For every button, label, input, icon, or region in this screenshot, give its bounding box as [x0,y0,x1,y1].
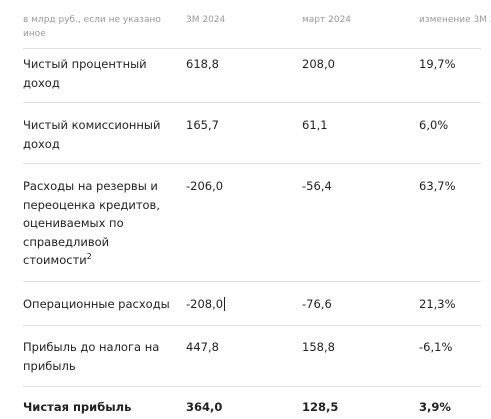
text-cursor [224,297,226,311]
header-3m-2024: 3М 2024 [186,15,226,25]
row-value-march: 158,8 [302,340,335,354]
footnote-marker: 2 [86,252,92,262]
row-value-change: -6,1% [419,340,453,354]
row-value-text: -208,0 [186,297,224,311]
row-value-march: 208,0 [302,57,335,71]
row-value-march: 61,1 [302,118,328,132]
header-label-column: в млрд руб., если не указано иное [23,15,161,39]
row-value-march: 128,5 [302,400,339,414]
row-value-change: 21,3% [419,297,456,311]
row-label-operating-expenses: Операционные расходы [23,297,170,311]
row-divider [23,281,481,282]
row-value-change: 63,7% [419,179,456,193]
header-change: изменение 3М 2024/3М 2023 [419,15,491,25]
row-divider [23,163,481,164]
row-value-change: 3,9% [419,400,451,414]
row-divider [23,48,481,49]
row-value-change: 6,0% [419,118,449,132]
row-label-net-fee-income: Чистый комиссионный доход [23,118,161,151]
row-value-3m: -208,0 [186,295,226,314]
row-value-march: -76,6 [302,297,332,311]
row-label-provisions: Расходы на резервы и переоценка кредитов… [23,177,168,270]
row-value-3m: 165,7 [186,118,219,132]
row-label-text: Расходы на резервы и переоценка кредитов… [23,179,160,267]
row-value-3m: 364,0 [186,400,223,414]
row-label-profit-before-tax: Прибыль до налога на прибыль [23,340,160,373]
row-label-net-profit: Чистая прибыль [23,400,132,414]
header-march-2024: март 2024 [302,15,352,25]
row-value-change: 19,7% [419,57,456,71]
row-value-3m: -206,0 [186,179,224,193]
row-value-march: -56,4 [302,179,332,193]
row-divider [23,102,481,103]
row-divider [23,386,481,387]
row-divider [23,325,481,326]
row-value-3m: 447,8 [186,340,219,354]
row-value-3m: 618,8 [186,57,219,71]
row-label-net-interest-income: Чистый процентный доход [23,57,147,90]
